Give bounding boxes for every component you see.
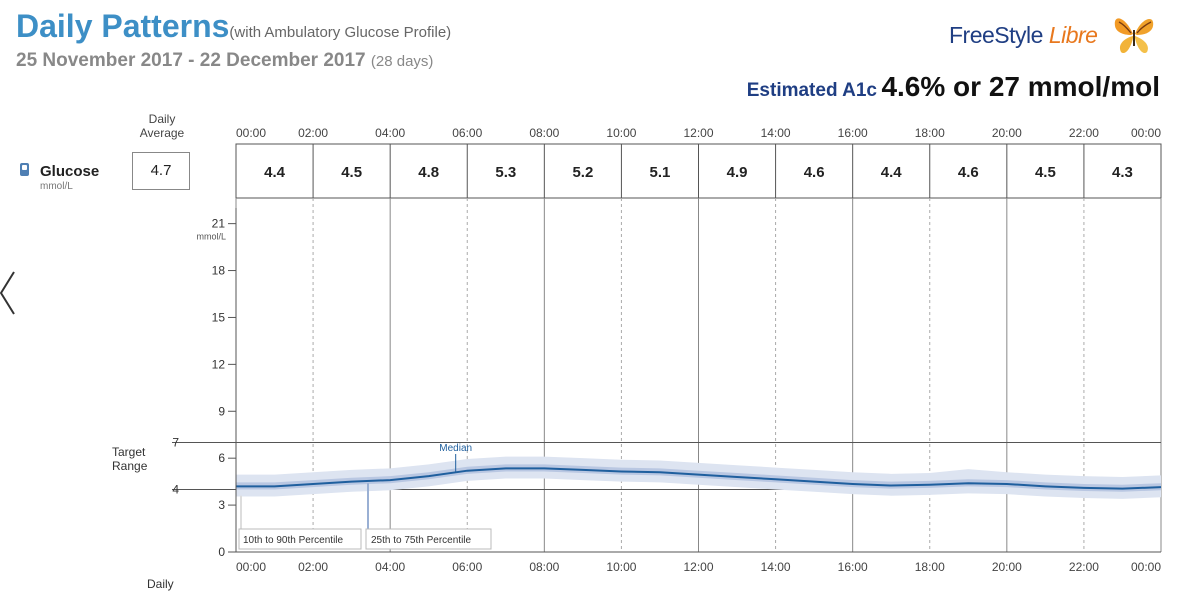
top-time-label: 20:00 [992,126,1022,140]
top-time-labels: 00:00 02:00 04:00 06:00 08:00 10:00 12:00 14:00… [236,126,1161,140]
hourly-average-value: 5.3 [495,164,516,181]
bottom-time-label: 00:00 [236,560,266,574]
top-time-label: 04:00 [375,126,405,140]
hourly-average-value: 4.8 [418,164,439,181]
target-low-label: 4 [172,482,179,496]
y-tick-label: 18 [212,264,226,278]
top-time-label: 18:00 [915,126,945,140]
hourly-average-value: 4.9 [727,164,748,181]
hourly-average-value: 4.5 [341,164,362,181]
target-high-label: 7 [172,436,179,450]
target-range-label-line1: Target [112,445,146,459]
chart-grid [172,198,1161,552]
y-tick-label: 6 [218,451,225,465]
hourly-average-value: 5.2 [572,164,593,181]
y-unit-label: mmol/L [196,232,226,242]
p10-90-label: 10th to 90th Percentile [243,535,344,546]
p25-75-label: 25th to 75th Percentile [371,535,472,546]
bottom-time-label: 18:00 [915,560,945,574]
top-time-label: 16:00 [838,126,868,140]
target-range-label-line2: Range [112,459,148,473]
hourly-average-value: 4.4 [264,164,286,181]
hourly-average-value: 4.5 [1035,164,1056,181]
median-annotation: Median [439,443,472,454]
hourly-average-value: 4.6 [804,164,825,181]
bottom-time-label: 04:00 [375,560,405,574]
top-time-label: 10:00 [606,126,636,140]
top-time-label: 00:00 [236,126,266,140]
bottom-time-label: 02:00 [298,560,328,574]
hourly-average-value: 4.3 [1112,164,1133,181]
y-tick-label: 3 [218,498,225,512]
bottom-time-label: 14:00 [761,560,791,574]
bottom-time-label: 20:00 [992,560,1022,574]
bottom-time-label: 08:00 [529,560,559,574]
hourly-average-table: 4.4 4.5 4.8 5.3 5.2 5.1 4.9 4.6 4.4 4.6 4.5 4.3 [236,144,1161,198]
bottom-time-label: 00:00 [1131,560,1161,574]
top-time-label: 12:00 [683,126,713,140]
bottom-time-label: 12:00 [683,560,713,574]
hourly-average-value: 4.6 [958,164,979,181]
y-tick-label: 15 [212,310,226,324]
y-tick-label: 12 [212,357,226,371]
y-tick-label: 9 [218,404,225,418]
bottom-daily-label: Daily [147,577,174,591]
hourly-average-value: 5.1 [650,164,671,181]
bottom-time-label: 06:00 [452,560,482,574]
top-time-label: 14:00 [761,126,791,140]
bottom-time-label: 10:00 [606,560,636,574]
chevron-left-icon[interactable] [0,270,20,316]
hourly-average-value: 4.4 [881,164,903,181]
bottom-time-label: 22:00 [1069,560,1099,574]
y-tick-label: 0 [218,545,225,559]
bottom-time-label: 16:00 [838,560,868,574]
top-time-label: 22:00 [1069,126,1099,140]
top-time-label: 06:00 [452,126,482,140]
top-time-label: 08:00 [529,126,559,140]
top-time-label: 00:00 [1131,126,1161,140]
y-tick-label: 21 [212,217,226,231]
top-time-label: 02:00 [298,126,328,140]
